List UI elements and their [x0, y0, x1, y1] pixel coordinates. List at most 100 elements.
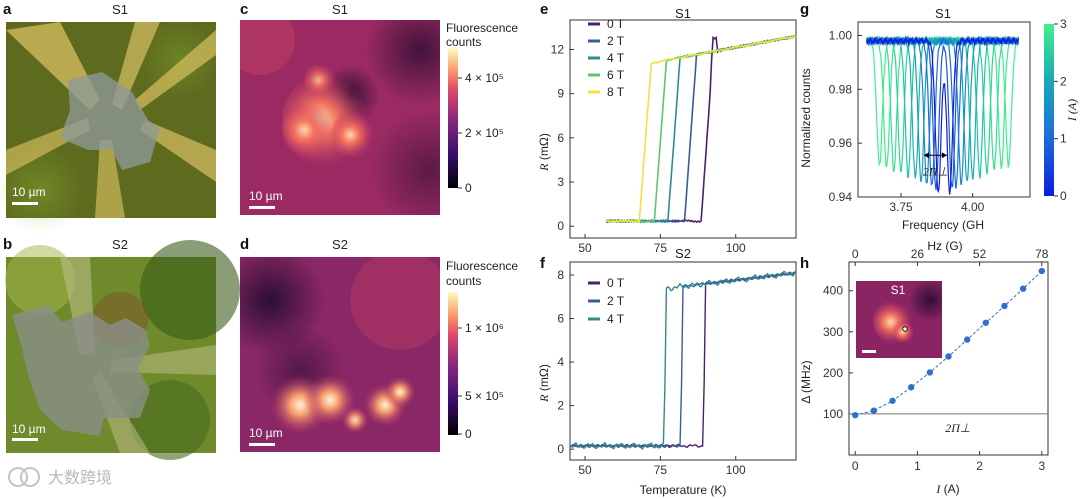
- colorbar-d-tick: 0: [465, 427, 472, 441]
- watermark-text: 大数跨境: [48, 468, 112, 487]
- chart-h-point: [1019, 285, 1027, 292]
- chart-h-ytick-label: 100: [823, 407, 843, 421]
- chart-e-ytick-label: 6: [557, 131, 564, 145]
- chart-g-frame: [857, 21, 1031, 198]
- chart-e-xtick-label: 50: [578, 241, 592, 255]
- scale-bar-c: 10 µm: [249, 189, 283, 203]
- chart-h-point: [982, 319, 990, 326]
- colorbar-d-tick: 1 × 10⁶: [465, 321, 504, 335]
- chart-g-title: S1: [935, 6, 951, 21]
- chart-e-series-line: [605, 35, 797, 224]
- chart-e-legend-label: 4 T: [607, 51, 625, 65]
- panel-label-a: a: [3, 1, 12, 18]
- chart-e-ytick-label: 9: [557, 87, 564, 101]
- chart-f-ytick-label: 8: [557, 268, 564, 282]
- scale-bar-b: 10 µm: [12, 422, 46, 436]
- chart-g-ylabel: Normalized counts: [799, 68, 813, 167]
- panel-label-c: c: [240, 1, 248, 18]
- chart-g-annotation-label: 2Π⊥: [923, 164, 948, 178]
- chart-g-xtick-label: 4.00: [961, 200, 985, 214]
- chart-e-legend-label: 2 T: [607, 34, 625, 48]
- chart-g-series-line: [866, 35, 1020, 195]
- chart-h: h Hz (G) Δ (MHz) I (A) 0 1 2 3 0 26 52 78 100 200…: [799, 239, 1049, 496]
- h-inset-title: S1: [891, 283, 906, 297]
- chart-f-ytick-label: 2: [557, 399, 564, 413]
- chart-h-xtick-label: 3: [1038, 459, 1045, 473]
- colorbar-c-tick: 2 × 10⁵: [465, 126, 504, 140]
- panel-label-e: e: [540, 1, 548, 18]
- chart-h-ytick-label: 200: [823, 366, 843, 380]
- panel-label-b: b: [3, 236, 12, 253]
- chart-g-ytick-label: 0.94: [829, 190, 853, 204]
- chart-e-ytick-label: 0: [557, 219, 564, 233]
- chart-f-xlabel: Temperature (K): [640, 483, 727, 497]
- panel-c: c S1 10 µm Fluorescence counts 4 × 10⁵ 2…: [240, 1, 518, 215]
- colorbar-c-tick: 0: [465, 181, 472, 195]
- colorbar-g-tick-label: 3: [1060, 17, 1067, 31]
- colorbar-d-title-2: counts: [446, 274, 481, 288]
- chart-h-point: [907, 384, 915, 391]
- chart-g-annotation-arrowhead: [941, 152, 947, 159]
- chart-f-ytick-label: 4: [557, 355, 564, 369]
- colorbar-c-title-1: Fluorescence: [446, 21, 518, 35]
- chart-e-legend-label: 6 T: [607, 68, 625, 82]
- colorbar-d: [448, 292, 458, 435]
- micrograph-s1: 10 µm: [0, 20, 220, 235]
- chart-h-top-xtick-label: 26: [911, 247, 925, 261]
- chart-e-xtick-label: 100: [726, 241, 746, 255]
- chart-e-legend-label: 0 T: [607, 17, 625, 31]
- chart-f-series-line: [569, 271, 797, 449]
- panel-d-title: S2: [332, 237, 348, 252]
- chart-e-series-line: [605, 35, 797, 224]
- chart-e-series-line: [605, 34, 797, 224]
- panel-a: a S1 10 µm: [0, 1, 220, 235]
- chart-h-xlabel: I (A): [935, 482, 959, 496]
- chart-e-series-line: [606, 34, 797, 224]
- colorbar-g-tick-label: 0: [1060, 189, 1067, 203]
- colorbar-d-tick: 5 × 10⁵: [465, 389, 504, 403]
- colorbar-g-label: I (A): [1065, 99, 1079, 122]
- chart-h-ylabel: Δ (MHz): [799, 360, 813, 403]
- chart-f-xtick-label: 100: [726, 463, 746, 477]
- chart-f-series-line: [569, 270, 797, 451]
- chart-h-xtick-label: 2: [976, 459, 983, 473]
- chart-h-point: [870, 407, 878, 414]
- chart-h-top-xtick-label: 52: [973, 247, 987, 261]
- chart-f-xtick-label: 50: [578, 463, 592, 477]
- chart-g-xlabel: Frequency (GH: [902, 218, 984, 232]
- colorbar-g-tick-label: 2: [1060, 74, 1067, 88]
- colorbar-d-title-1: Fluorescence: [446, 259, 518, 273]
- chart-g-ytick-label: 0.98: [829, 82, 853, 96]
- colorbar-g-tick-label: 1: [1060, 132, 1067, 146]
- colorbar-c: [448, 48, 458, 188]
- chart-f-legend-label: 2 T: [607, 294, 625, 308]
- panel-b: b S2 10 µm: [3, 236, 240, 460]
- chart-h-ytick-label: 300: [823, 325, 843, 339]
- chart-h-point: [945, 353, 952, 360]
- chart-h-top-xtick-label: 0: [852, 247, 859, 261]
- chart-g-xtick-label: 3.75: [889, 200, 913, 214]
- chart-h-frame: [848, 261, 1049, 456]
- chart-g-ytick-label: 0.96: [829, 136, 853, 150]
- scale-bar-a: 10 µm: [12, 185, 46, 199]
- chart-e-legend-label: 8 T: [607, 85, 625, 99]
- chart-f-frame: [569, 261, 797, 461]
- fluorescence-map-s2: [240, 257, 440, 452]
- chart-h-reference-label: 2Π⊥: [945, 421, 970, 435]
- chart-h-xtick-label: 1: [914, 459, 921, 473]
- flake-outline-s1: [60, 72, 160, 170]
- chart-f-ytick-label: 0: [557, 442, 564, 456]
- chart-e: e S1 R (mΩ) 50 75 100 0 3 6 9 12 0 T 2 T 4 T 6 T 8 T: [537, 1, 797, 255]
- colorbar-c-tick: 4 × 10⁵: [465, 71, 504, 85]
- chart-h-point: [926, 369, 934, 376]
- chart-h-point: [1038, 267, 1045, 275]
- chart-h-xtick-label: 0: [852, 459, 859, 473]
- chart-f-xtick-label: 75: [654, 463, 668, 477]
- watermark: 大数跨境: [8, 467, 112, 487]
- chart-h-top-xlabel: Hz (G): [927, 239, 962, 253]
- chart-h-top-xtick-label: 78: [1035, 247, 1049, 261]
- chart-h-point: [852, 411, 859, 419]
- panel-c-title: S1: [332, 2, 348, 17]
- chart-e-frame: [569, 19, 797, 239]
- chart-g-annotation-arrowhead: [923, 152, 929, 159]
